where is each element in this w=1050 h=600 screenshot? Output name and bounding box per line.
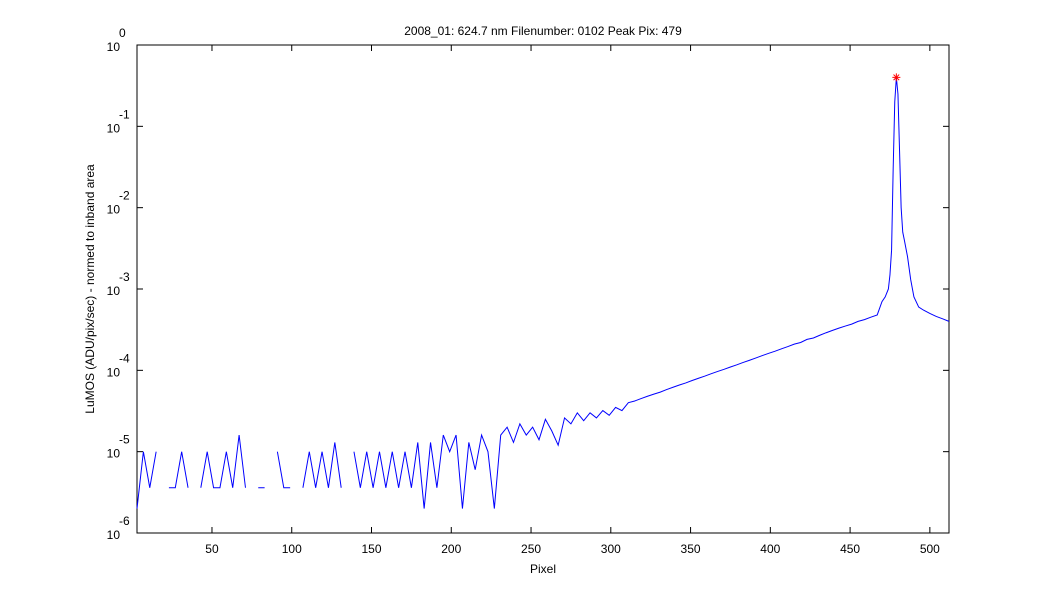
x-tick-label: 100 [282,542,302,556]
x-tick-label: 500 [920,542,940,556]
y-tick-exponent: -5 [119,433,130,447]
x-tick-label: 450 [840,542,860,556]
x-tick-label: 350 [681,542,701,556]
y-tick-label: 10 [107,447,121,461]
y-axis-label: LuMOS (ADU/pix/sec) - normed to inband a… [83,164,97,414]
data-line [136,77,950,509]
peak-marker-stroke [893,74,900,81]
y-tick-label: 10 [107,528,121,542]
x-tick-label: 150 [361,542,381,556]
y-tick-label: 10 [107,365,121,379]
x-tick-label: 400 [760,542,780,556]
peak-marker [892,73,901,82]
x-tick-label: 50 [205,542,219,556]
chart-title: 2008_01: 624.7 nm Filenumber: 0102 Peak … [404,24,682,38]
x-tick-label: 200 [441,542,461,556]
x-axis-label: Pixel [530,562,556,576]
y-tick-label: 10 [107,203,121,217]
x-tick-label: 250 [521,542,541,556]
y-tick-label: 10 [107,284,121,298]
y-tick-label: 10 [107,121,121,135]
y-tick-exponent: -2 [119,189,130,203]
y-tick-exponent: -4 [119,351,130,365]
y-tick-exponent: -1 [119,107,130,121]
y-tick-exponent: 0 [119,26,126,40]
y-tick-exponent: -6 [119,514,130,528]
x-tick-label: 300 [601,542,621,556]
y-tick-exponent: -3 [119,270,130,284]
y-tick-label: 10 [107,40,121,54]
